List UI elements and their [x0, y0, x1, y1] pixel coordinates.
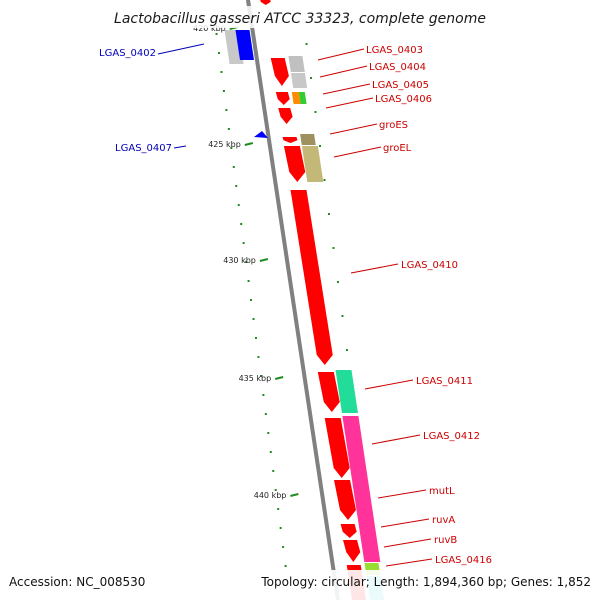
label-leader-line [371, 434, 421, 445]
gene-lgas-0412-feature [324, 418, 350, 478]
cds-feature [290, 73, 308, 88]
label-leader-line [383, 538, 432, 548]
gene-label-lgas-0412[interactable]: LGAS_0412 [423, 431, 480, 442]
accession-text: Accession: NC_008530 [9, 575, 145, 589]
major-tick [259, 258, 269, 262]
label-leader-line [380, 518, 430, 528]
gene-label-mutl[interactable]: mutL [429, 486, 455, 497]
cds-feature [335, 370, 358, 413]
cds-feature [301, 146, 324, 182]
gene-label-groel[interactable]: groEL [383, 143, 412, 154]
label-leader-line [333, 146, 382, 158]
tick-label: 440 kbp [254, 491, 287, 500]
gene-label-lgas-0403[interactable]: LGAS_0403 [366, 45, 423, 56]
major-tick [274, 376, 284, 380]
tick-label: 430 kbp [223, 256, 256, 265]
gene-label-ruva[interactable]: ruvA [432, 515, 455, 526]
label-leader-line [329, 123, 378, 135]
label-leader-line [322, 83, 371, 95]
cds-feature [298, 92, 307, 104]
tick-label: 425 kbp [208, 140, 241, 149]
gene-lgas-0411-feature [317, 372, 340, 412]
gene-lgas-0410-feature [290, 190, 333, 365]
label-leader-line [317, 48, 365, 61]
gene-ruvb-feature [343, 540, 361, 562]
gene-label-lgas-0407[interactable]: LGAS_0407 [115, 143, 172, 154]
label-leader-line [325, 97, 374, 109]
label-leader-line [385, 558, 433, 567]
genome-summary-text: Topology: circular; Length: 1,894,360 bp… [260, 575, 591, 589]
cds-feature [291, 92, 301, 104]
cds-feature [300, 134, 316, 145]
major-tick [244, 142, 254, 146]
gene-label-lgas-0406[interactable]: LGAS_0406 [375, 94, 432, 105]
gene-lgas-0406-feature [278, 108, 293, 124]
title-backdrop [110, 6, 490, 28]
cds-feature [342, 416, 381, 562]
gene-label-lgas-0411[interactable]: LGAS_0411 [416, 376, 473, 387]
gene-lgas-0402-feature [235, 30, 254, 60]
genome-backbone [245, 0, 341, 600]
gene-label-lgas-0402[interactable]: LGAS_0402 [99, 48, 156, 59]
label-leader-line [157, 43, 205, 55]
label-leader-line [350, 263, 399, 274]
gene-label-ruvb[interactable]: ruvB [434, 535, 457, 546]
gene-groes-feature [282, 137, 298, 143]
label-leader-line [319, 65, 368, 78]
gene-label-lgas-0410[interactable]: LGAS_0410 [401, 260, 458, 271]
major-tick [290, 493, 299, 497]
gene-label-lgas-0405[interactable]: LGAS_0405 [372, 80, 429, 91]
gene-mutl-feature [334, 480, 356, 520]
gene-groel-feature [283, 146, 306, 182]
gene-labels: LGAS_0402 LGAS_0407 LGAS_0403 LGAS_0404 … [99, 43, 492, 567]
label-leader-line [173, 145, 187, 149]
cds-feature [288, 56, 305, 72]
gene-lgas-0403-feature [270, 58, 289, 86]
gene-lgas-0405-feature [275, 92, 290, 105]
gene-feature [260, 0, 271, 5]
label-leader-line [377, 489, 427, 499]
label-leader-line [364, 379, 414, 390]
tick-label: 420 kbp [193, 24, 226, 33]
tick-label: 435 kbp [239, 374, 272, 383]
gene-label-groes[interactable]: groES [379, 120, 408, 131]
gene-label-lgas-0416[interactable]: LGAS_0416 [435, 555, 492, 566]
footer-backdrop [0, 570, 600, 600]
gene-lgas-0407-feature [254, 131, 268, 138]
map-title: Lactobacillus gasseri ATCC 33323, comple… [114, 11, 486, 27]
gene-label-lgas-0404[interactable]: LGAS_0404 [369, 62, 426, 73]
map-features: 420 kbp 425 kbp 430 kbp 435 kbp 440 kbp [193, 0, 384, 600]
gene-ruva-feature [340, 524, 357, 538]
